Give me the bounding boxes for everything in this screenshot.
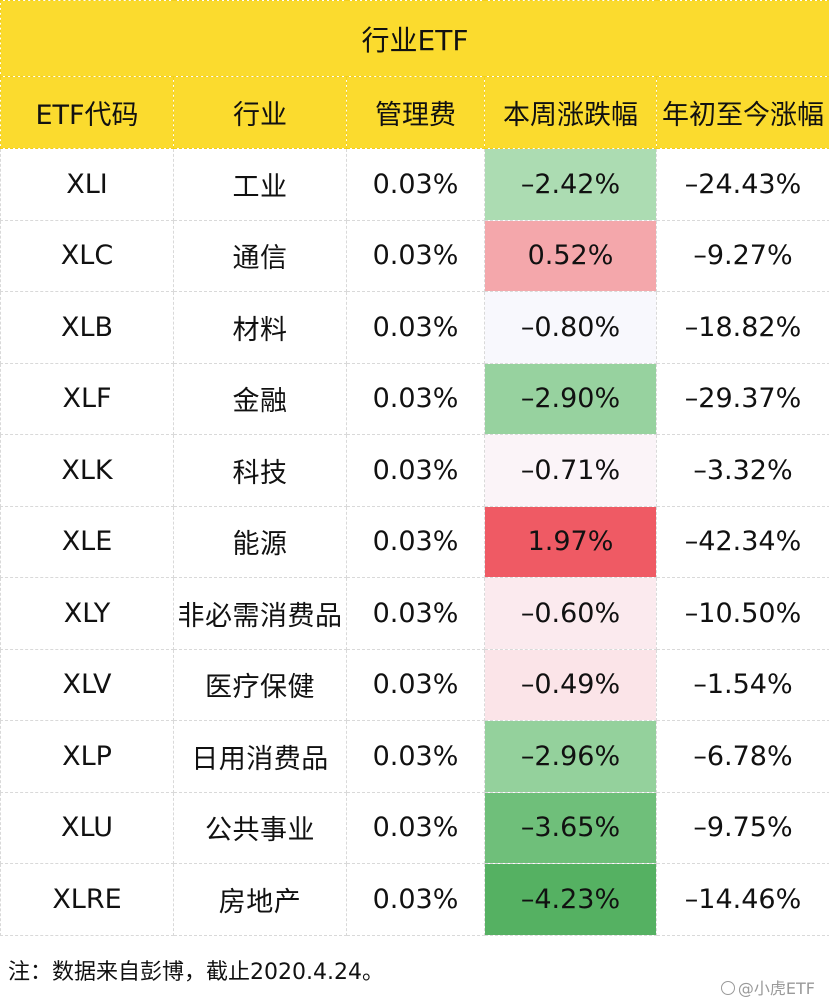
table-row: XLP 日用消费品 0.03% –2.96% –6.78% bbox=[0, 720, 829, 793]
ytd-change-cell: –18.82% bbox=[655, 291, 829, 364]
management-fee-cell: 0.03% bbox=[346, 720, 485, 793]
management-fee-cell: 0.03% bbox=[346, 648, 485, 721]
ytd-change-cell: –6.78% bbox=[655, 720, 829, 793]
table-title: 行业ETF bbox=[0, 0, 829, 77]
sector-cell: 非必需消费品 bbox=[173, 577, 347, 650]
etf-code-cell: XLI bbox=[0, 148, 174, 221]
ytd-change-cell: –24.43% bbox=[655, 148, 829, 221]
etf-code-cell: XLU bbox=[0, 791, 174, 864]
table-row: XLI 工业 0.03% –2.42% –24.43% bbox=[0, 148, 829, 221]
header-fee: 管理费 bbox=[346, 76, 485, 149]
etf-code-cell: XLP bbox=[0, 720, 174, 793]
watermark: @小虎ETF bbox=[720, 975, 815, 999]
sector-cell: 医疗保健 bbox=[173, 648, 347, 721]
weekly-change-cell: –3.65% bbox=[484, 791, 657, 864]
weekly-change-cell: –2.42% bbox=[484, 148, 657, 221]
sector-cell: 金融 bbox=[173, 362, 347, 435]
sector-cell: 能源 bbox=[173, 505, 347, 578]
table-row: XLC 通信 0.03% 0.52% –9.27% bbox=[0, 219, 829, 292]
ytd-change-cell: –1.54% bbox=[655, 648, 829, 721]
sector-cell: 公共事业 bbox=[173, 791, 347, 864]
weekly-change-cell: –0.60% bbox=[484, 577, 657, 650]
table-header-row: ETF代码 行业 管理费 本周涨跌幅 年初至今涨幅 bbox=[0, 76, 829, 149]
header-ytd-change: 年初至今涨幅 bbox=[655, 76, 829, 149]
ytd-change-cell: –29.37% bbox=[655, 362, 829, 435]
management-fee-cell: 0.03% bbox=[346, 863, 485, 936]
weekly-change-cell: –0.80% bbox=[484, 291, 657, 364]
ytd-change-cell: –9.75% bbox=[655, 791, 829, 864]
sector-cell: 通信 bbox=[173, 219, 347, 292]
weekly-change-cell: –4.23% bbox=[484, 863, 657, 936]
watermark-logo-icon bbox=[720, 981, 735, 995]
sector-cell: 科技 bbox=[173, 434, 347, 507]
ytd-change-cell: –9.27% bbox=[655, 219, 829, 292]
management-fee-cell: 0.03% bbox=[346, 577, 485, 650]
etf-code-cell: XLRE bbox=[0, 863, 174, 936]
weekly-change-cell: –0.49% bbox=[484, 648, 657, 721]
ytd-change-cell: –10.50% bbox=[655, 577, 829, 650]
ytd-change-cell: –14.46% bbox=[655, 863, 829, 936]
table-title-row: 行业ETF bbox=[0, 0, 829, 77]
header-sector: 行业 bbox=[173, 76, 347, 149]
management-fee-cell: 0.03% bbox=[346, 434, 485, 507]
table-row: XLRE 房地产 0.03% –4.23% –14.46% bbox=[0, 863, 829, 936]
management-fee-cell: 0.03% bbox=[346, 505, 485, 578]
management-fee-cell: 0.03% bbox=[346, 291, 485, 364]
table-row: XLE 能源 0.03% 1.97% –42.34% bbox=[0, 505, 829, 578]
sector-cell: 材料 bbox=[173, 291, 347, 364]
management-fee-cell: 0.03% bbox=[346, 148, 485, 221]
management-fee-cell: 0.03% bbox=[346, 219, 485, 292]
etf-code-cell: XLY bbox=[0, 577, 174, 650]
weekly-change-cell: 0.52% bbox=[484, 219, 657, 292]
watermark-text: @小虎ETF bbox=[737, 979, 815, 998]
etf-code-cell: XLV bbox=[0, 648, 174, 721]
etf-code-cell: XLC bbox=[0, 219, 174, 292]
weekly-change-cell: –2.90% bbox=[484, 362, 657, 435]
etf-code-cell: XLE bbox=[0, 505, 174, 578]
table-row: XLU 公共事业 0.03% –3.65% –9.75% bbox=[0, 791, 829, 864]
table-row: XLB 材料 0.03% –0.80% –18.82% bbox=[0, 291, 829, 364]
weekly-change-cell: –2.96% bbox=[484, 720, 657, 793]
management-fee-cell: 0.03% bbox=[346, 362, 485, 435]
ytd-change-cell: –3.32% bbox=[655, 434, 829, 507]
weekly-change-cell: –0.71% bbox=[484, 434, 657, 507]
sector-etf-table: 行业ETF ETF代码 行业 管理费 本周涨跌幅 年初至今涨幅 XLI 工业 0.0… bbox=[0, 0, 829, 936]
weekly-change-cell: 1.97% bbox=[484, 505, 657, 578]
etf-code-cell: XLF bbox=[0, 362, 174, 435]
ytd-change-cell: –42.34% bbox=[655, 505, 829, 578]
header-weekly-change: 本周涨跌幅 bbox=[484, 76, 657, 149]
sector-cell: 日用消费品 bbox=[173, 720, 347, 793]
table-row: XLY 非必需消费品 0.03% –0.60% –10.50% bbox=[0, 577, 829, 650]
etf-code-cell: XLB bbox=[0, 291, 174, 364]
sector-cell: 工业 bbox=[173, 148, 347, 221]
etf-code-cell: XLK bbox=[0, 434, 174, 507]
data-source-footnote: 注：数据来自彭博，截止2020.4.24。 bbox=[8, 960, 384, 985]
table-row: XLV 医疗保健 0.03% –0.49% –1.54% bbox=[0, 648, 829, 721]
etf-table-container: 行业ETF ETF代码 行业 管理费 本周涨跌幅 年初至今涨幅 XLI 工业 0.0… bbox=[0, 0, 829, 936]
header-etf-code: ETF代码 bbox=[0, 76, 174, 149]
table-body: XLI 工业 0.03% –2.42% –24.43% XLC 通信 0.03% 0.52% –9… bbox=[0, 148, 829, 936]
management-fee-cell: 0.03% bbox=[346, 791, 485, 864]
table-row: XLK 科技 0.03% –0.71% –3.32% bbox=[0, 434, 829, 507]
table-row: XLF 金融 0.03% –2.90% –29.37% bbox=[0, 362, 829, 435]
sector-cell: 房地产 bbox=[173, 863, 347, 936]
